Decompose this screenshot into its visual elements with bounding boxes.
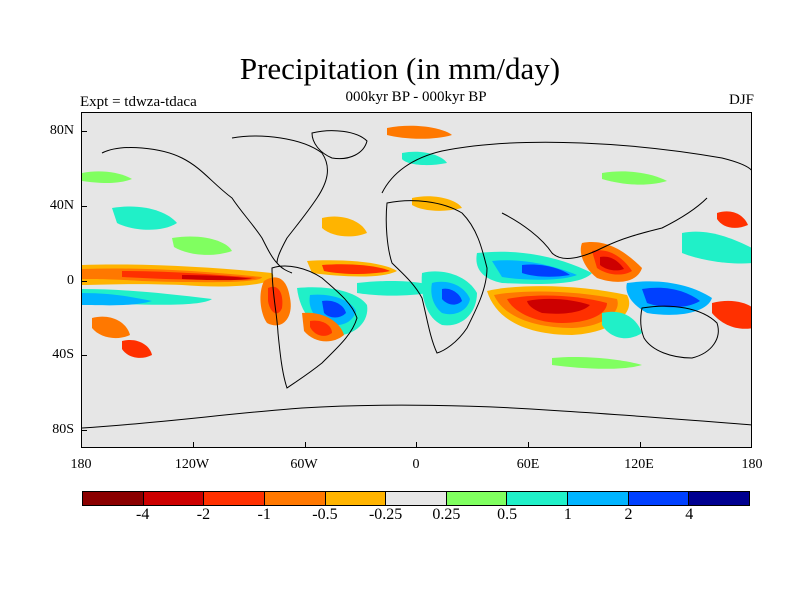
anomaly-fields — [82, 125, 751, 369]
coastlines — [82, 130, 751, 429]
colorbar-box — [507, 492, 569, 505]
lon-label-180e: 180 — [741, 457, 763, 472]
colorbar-box — [689, 492, 750, 505]
colorbar-label: 1 — [563, 506, 572, 523]
lon-label-180w: 180 — [70, 457, 92, 472]
lat-label-0: 0 — [67, 273, 74, 288]
colorbar-box — [83, 492, 144, 505]
lat-label-80n: 80N — [49, 123, 74, 138]
colorbar-label: -2 — [196, 506, 211, 523]
colorbar-label: 2 — [624, 506, 633, 523]
colorbar-label: -0.25 — [368, 506, 403, 523]
colorbar-box — [628, 492, 690, 505]
experiment-label: Expt = tdwza-tdaca — [80, 94, 197, 110]
colorbar-label: -4 — [136, 506, 150, 523]
lon-tick — [416, 442, 417, 448]
colorbar-box — [568, 492, 629, 505]
lon-tick — [193, 442, 194, 448]
colorbar-box — [143, 492, 205, 505]
chart-subtitle: 000kyr BP - 000kyr BP — [345, 89, 487, 105]
lon-tick — [528, 442, 529, 448]
chart-title: Precipitation (in mm/day) — [239, 51, 561, 86]
lon-label-60e: 60E — [516, 457, 540, 472]
colorbar-box — [325, 492, 387, 505]
lat-label-40n: 40N — [49, 198, 74, 213]
lat-label-80s: 80S — [52, 422, 74, 437]
colorbar-label: 4 — [685, 506, 694, 523]
lon-tick — [305, 442, 306, 448]
lon-label-60w: 60W — [290, 457, 318, 472]
colorbar-label: 0.25 — [432, 506, 461, 523]
colorbar-box — [264, 492, 326, 505]
lon-label-0: 0 — [412, 457, 420, 472]
colorbar-box — [204, 492, 265, 505]
colorbar-label: -1 — [257, 506, 271, 523]
lat-tick — [81, 131, 87, 132]
map-panel — [81, 112, 752, 448]
lon-label-120w: 120W — [174, 457, 210, 472]
lat-tick — [81, 281, 87, 282]
colorbar — [82, 491, 750, 506]
lat-label-40s: 40S — [52, 347, 74, 362]
colorbar-label: 0.5 — [497, 506, 518, 523]
lat-tick — [81, 430, 87, 431]
colorbar-label: -0.5 — [312, 506, 338, 523]
lat-tick — [81, 206, 87, 207]
colorbar-box — [446, 492, 508, 505]
lon-label-120e: 120E — [624, 457, 654, 472]
lon-tick — [640, 442, 641, 448]
lat-tick — [81, 355, 87, 356]
colorbar-box — [386, 492, 447, 505]
season-label: DJF — [728, 92, 754, 108]
precipitation-map — [82, 125, 751, 429]
